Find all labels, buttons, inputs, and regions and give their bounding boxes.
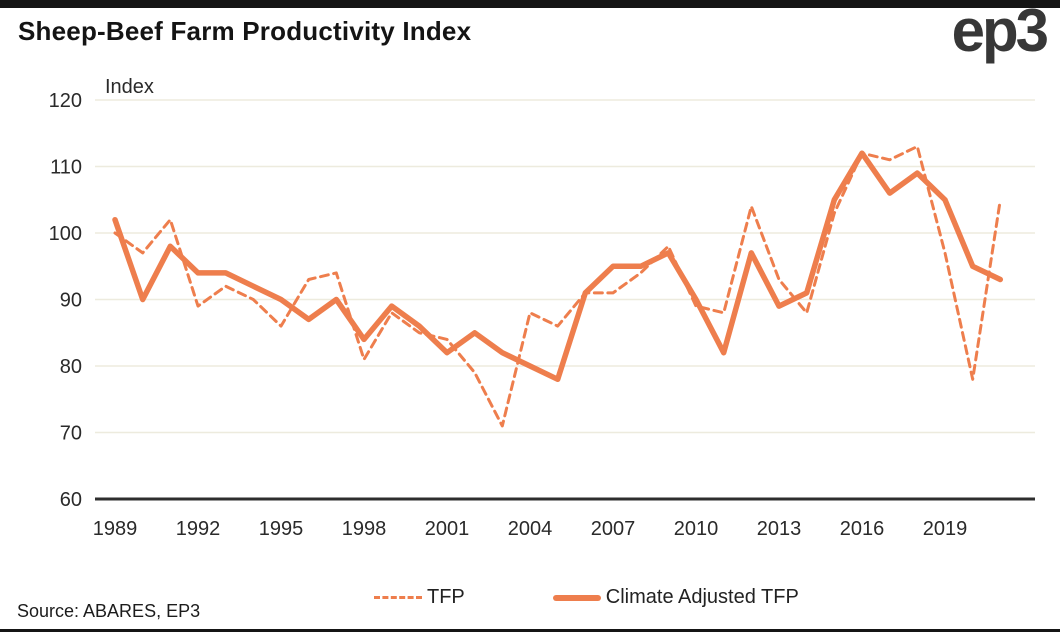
x-tick-label-2001: 2001 — [425, 518, 470, 540]
y-tick-label-120: 120 — [49, 90, 82, 112]
y-tick-label-60: 60 — [60, 489, 82, 511]
x-tick-label-1998: 1998 — [342, 518, 387, 540]
y-tick-label-80: 80 — [60, 356, 82, 378]
bottom-border-bar — [0, 629, 1060, 632]
dashed-line-swatch — [374, 596, 422, 599]
x-tick-label-2004: 2004 — [508, 518, 553, 540]
legend-item-climate-adjusted-tfp: Climate Adjusted TFP — [552, 586, 799, 609]
legend-label-climate-adjusted-tfp: Climate Adjusted TFP — [605, 586, 799, 608]
x-tick-label-2010: 2010 — [674, 518, 719, 540]
legend-item-tfp: TFP — [374, 586, 465, 609]
page-title: Sheep-Beef Farm Productivity Index — [18, 16, 472, 46]
y-tick-label-100: 100 — [49, 223, 82, 245]
ep3-logo: ep3 — [951, 0, 1049, 64]
series-line-climate-adjusted-tfp — [112, 150, 1004, 383]
series-line-tfp — [113, 145, 1002, 428]
y-tick-label-70: 70 — [60, 423, 82, 445]
x-tick-label-2007: 2007 — [591, 518, 636, 540]
x-tick-label-2013: 2013 — [757, 518, 802, 540]
y-tick-label-90: 90 — [60, 290, 82, 312]
legend-label-tfp: TFP — [427, 586, 465, 608]
source-note: Source: ABARES, EP3 — [17, 601, 201, 621]
y-tick-label-110: 110 — [50, 157, 82, 179]
x-tick-label-2019: 2019 — [923, 518, 968, 540]
x-tick-label-1989: 1989 — [93, 518, 138, 540]
x-tick-label-2016: 2016 — [840, 518, 885, 540]
solid-line-swatch — [552, 594, 601, 601]
chart-legend: TFP Climate Adjusted TFP — [374, 586, 799, 609]
x-tick-label-1992: 1992 — [176, 518, 221, 540]
y-axis-label: Index — [105, 76, 154, 98]
top-border-bar — [0, 0, 1060, 8]
x-tick-label-1995: 1995 — [259, 518, 304, 540]
